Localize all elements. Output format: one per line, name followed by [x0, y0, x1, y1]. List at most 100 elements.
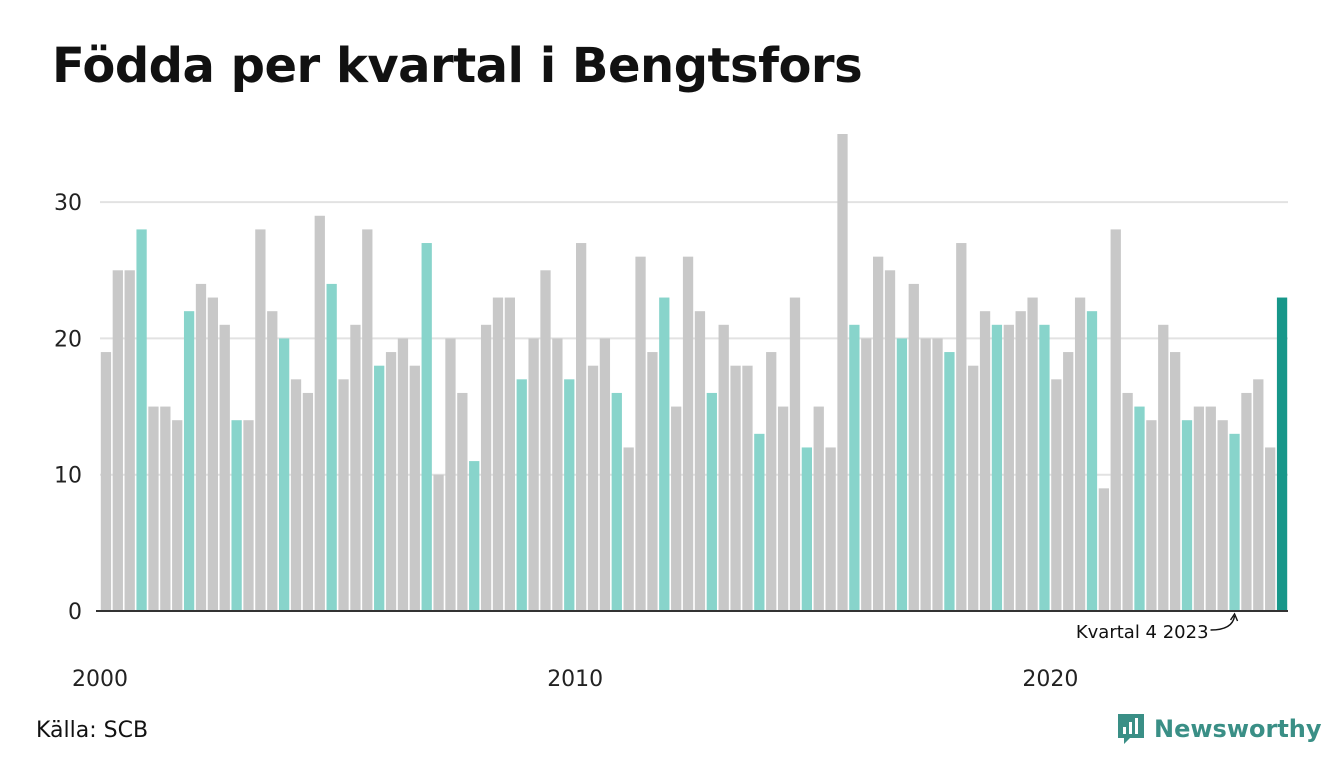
bar: [659, 297, 670, 611]
bar: [706, 392, 717, 611]
bar: [635, 256, 646, 611]
annotation-arrowhead: [1229, 612, 1239, 622]
bar: [1253, 379, 1264, 611]
bar: [136, 229, 147, 611]
bar: [231, 420, 242, 611]
brand-name: Newsworthy: [1154, 715, 1322, 743]
bar: [944, 352, 955, 611]
bar: [290, 379, 302, 611]
bar: [124, 270, 135, 611]
bar: [338, 379, 349, 611]
source-note: Källa: SCB: [36, 718, 149, 743]
bar: [540, 270, 551, 611]
bar: [932, 338, 943, 611]
bar: [1276, 297, 1288, 611]
bar: [183, 311, 195, 611]
bar: [968, 365, 979, 611]
bar: [564, 379, 575, 611]
bar: [718, 324, 729, 611]
bar: [433, 474, 444, 611]
brand-logo: Newsworthy: [1116, 712, 1322, 746]
bar: [1217, 420, 1228, 611]
bar: [1265, 447, 1276, 611]
bar: [1146, 420, 1157, 611]
bar: [1086, 311, 1098, 611]
bar: [112, 270, 123, 611]
bar-chart: 0 10 20 30 2000 2010 2020 Kvartal 4 2023: [54, 134, 1288, 692]
bar: [492, 297, 504, 611]
bar: [682, 256, 694, 611]
bar: [979, 311, 991, 611]
y-tick-label: 0: [68, 600, 82, 625]
bar: [1063, 352, 1074, 611]
bar: [825, 447, 836, 611]
bar: [302, 392, 314, 611]
bar: [587, 365, 599, 611]
bar: [956, 243, 967, 611]
y-tick-label: 30: [54, 191, 82, 216]
bar: [766, 352, 777, 611]
bar: [552, 338, 563, 611]
bar: [837, 134, 848, 611]
bar: [884, 270, 896, 611]
bar: [516, 379, 527, 611]
bar: [754, 433, 765, 611]
y-tick-label: 10: [54, 464, 82, 489]
newsworthy-logo-icon: [1118, 714, 1144, 744]
bar: [172, 420, 183, 611]
bar: [445, 338, 456, 611]
bar: [789, 297, 801, 611]
annotation-label: Kvartal 4 2023: [1076, 622, 1209, 643]
gridlines: [100, 201, 1288, 476]
x-tick-label: 2020: [1022, 667, 1078, 692]
bar: [1229, 433, 1240, 611]
bar: [1110, 229, 1121, 611]
bar: [742, 365, 753, 611]
bar: [1241, 392, 1252, 611]
bar: [671, 406, 682, 611]
bar: [611, 392, 622, 611]
bar: [1003, 324, 1014, 611]
bar: [623, 447, 634, 611]
bar: [599, 338, 611, 611]
bar: [777, 406, 789, 611]
bar: [480, 324, 492, 611]
bar: [100, 352, 112, 611]
bar: [279, 338, 290, 611]
axes: 0 10 20 30 2000 2010 2020: [54, 191, 1288, 692]
bar: [207, 297, 218, 611]
bar: [694, 311, 706, 611]
bar: [1134, 406, 1145, 611]
bar: [908, 283, 919, 611]
bar: [314, 215, 325, 611]
page-title: Födda per kvartal i Bengtsfors: [52, 38, 863, 94]
bar: [421, 243, 432, 611]
x-tick-label: 2010: [547, 667, 603, 692]
bar: [528, 338, 539, 611]
bar: [160, 406, 171, 611]
bar: [326, 283, 337, 611]
bar: [861, 338, 872, 611]
bar: [1122, 392, 1133, 611]
bar: [148, 406, 159, 611]
bar: [1193, 406, 1205, 611]
bar: [1039, 324, 1050, 611]
x-tick-label: 2000: [72, 667, 128, 692]
bar: [1074, 297, 1086, 611]
bar: [243, 420, 254, 611]
bar: [647, 352, 658, 611]
bar: [350, 324, 361, 611]
bar: [1027, 297, 1038, 611]
bars: [100, 134, 1288, 611]
annotation-arrow: [1210, 615, 1236, 631]
bar: [457, 392, 468, 611]
bar: [1051, 379, 1062, 611]
bar: [730, 365, 741, 611]
annotation: Kvartal 4 2023: [1076, 612, 1239, 643]
bar: [385, 352, 397, 611]
bar: [1158, 324, 1169, 611]
bar: [849, 324, 860, 611]
bar: [397, 338, 409, 611]
bar: [504, 297, 515, 611]
bar: [1205, 406, 1216, 611]
